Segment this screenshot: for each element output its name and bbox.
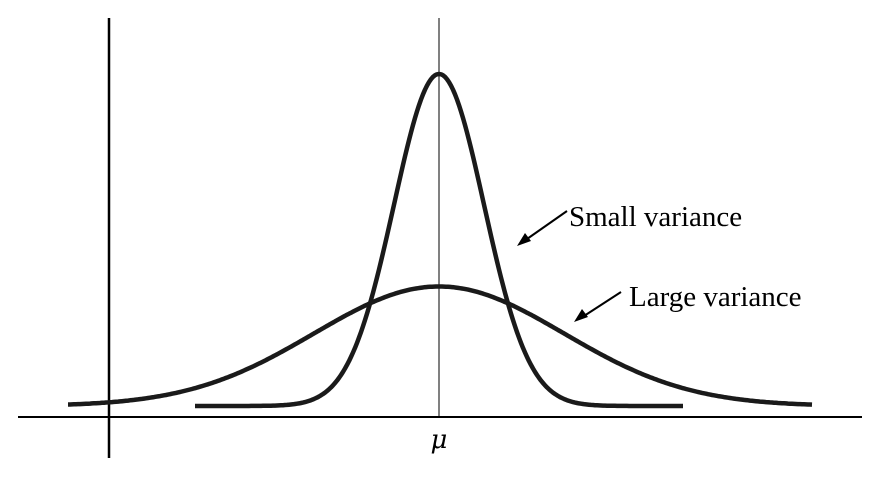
small-variance-label: Small variance (569, 201, 742, 233)
large-variance-label: Large variance (629, 281, 802, 313)
small-variance-curve (194, 71, 684, 409)
large-variance-arrow (574, 291, 622, 322)
mean-label: μ (431, 425, 448, 455)
small-variance-arrow (517, 210, 568, 246)
large-variance-curve (67, 284, 813, 407)
